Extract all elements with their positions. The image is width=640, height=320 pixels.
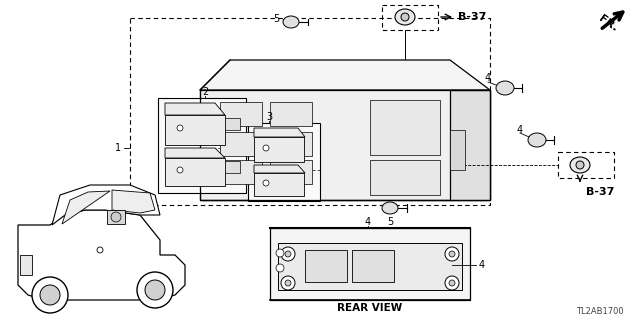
Circle shape (97, 247, 103, 253)
Bar (254, 173, 304, 196)
Circle shape (40, 285, 60, 305)
Circle shape (263, 180, 269, 186)
Bar (352, 250, 394, 282)
Polygon shape (52, 185, 160, 225)
Polygon shape (18, 210, 185, 300)
Bar (370, 160, 440, 195)
Circle shape (281, 247, 295, 261)
Circle shape (281, 276, 295, 290)
Circle shape (177, 167, 183, 173)
Circle shape (32, 277, 68, 313)
Bar (305, 250, 347, 282)
Circle shape (576, 161, 584, 169)
Text: 3: 3 (266, 112, 272, 122)
Ellipse shape (528, 133, 546, 147)
Circle shape (111, 212, 121, 222)
Bar (165, 158, 225, 186)
Bar (270, 102, 312, 126)
Circle shape (263, 145, 269, 151)
Text: 2: 2 (202, 87, 208, 97)
Text: 4: 4 (365, 217, 371, 227)
Circle shape (449, 280, 455, 286)
Polygon shape (62, 191, 110, 224)
Text: 4: 4 (479, 260, 485, 270)
Text: 4: 4 (485, 73, 491, 83)
Circle shape (177, 125, 183, 131)
Text: 5: 5 (387, 217, 393, 227)
Bar (107, 210, 125, 224)
Bar (450, 130, 465, 170)
Bar (220, 160, 262, 184)
Text: 1: 1 (115, 143, 121, 153)
Circle shape (401, 13, 409, 21)
Circle shape (449, 251, 455, 257)
Polygon shape (200, 60, 490, 90)
Bar (225, 161, 240, 173)
Polygon shape (165, 148, 225, 158)
Ellipse shape (395, 9, 415, 25)
Bar (270, 160, 312, 184)
Polygon shape (450, 90, 490, 200)
Text: FR.: FR. (596, 13, 620, 33)
Bar (220, 102, 262, 126)
Bar (278, 243, 462, 290)
Ellipse shape (382, 202, 398, 214)
Text: B-37: B-37 (458, 12, 486, 22)
Polygon shape (254, 165, 305, 173)
Bar (220, 132, 262, 156)
Bar (165, 115, 225, 145)
Circle shape (276, 249, 284, 257)
Bar (270, 132, 312, 156)
Bar (20, 255, 32, 275)
Circle shape (145, 280, 165, 300)
Text: 5: 5 (273, 14, 279, 24)
Bar (370, 100, 440, 155)
Bar (248, 123, 320, 201)
Ellipse shape (283, 16, 299, 28)
Bar (200, 90, 490, 200)
Circle shape (137, 272, 173, 308)
Text: TL2AB1700: TL2AB1700 (576, 308, 624, 316)
Circle shape (285, 251, 291, 257)
Ellipse shape (496, 81, 514, 95)
Circle shape (276, 264, 284, 272)
Text: 4: 4 (517, 125, 523, 135)
Text: B-37: B-37 (586, 187, 614, 197)
Text: REAR VIEW: REAR VIEW (337, 303, 403, 313)
Ellipse shape (570, 157, 590, 173)
Bar (225, 118, 240, 130)
Bar (254, 137, 304, 162)
Circle shape (285, 280, 291, 286)
Circle shape (445, 276, 459, 290)
Polygon shape (254, 128, 305, 137)
Bar (270, 228, 470, 300)
Circle shape (445, 247, 459, 261)
Bar (158, 98, 246, 193)
Polygon shape (112, 190, 155, 213)
Polygon shape (165, 103, 225, 115)
